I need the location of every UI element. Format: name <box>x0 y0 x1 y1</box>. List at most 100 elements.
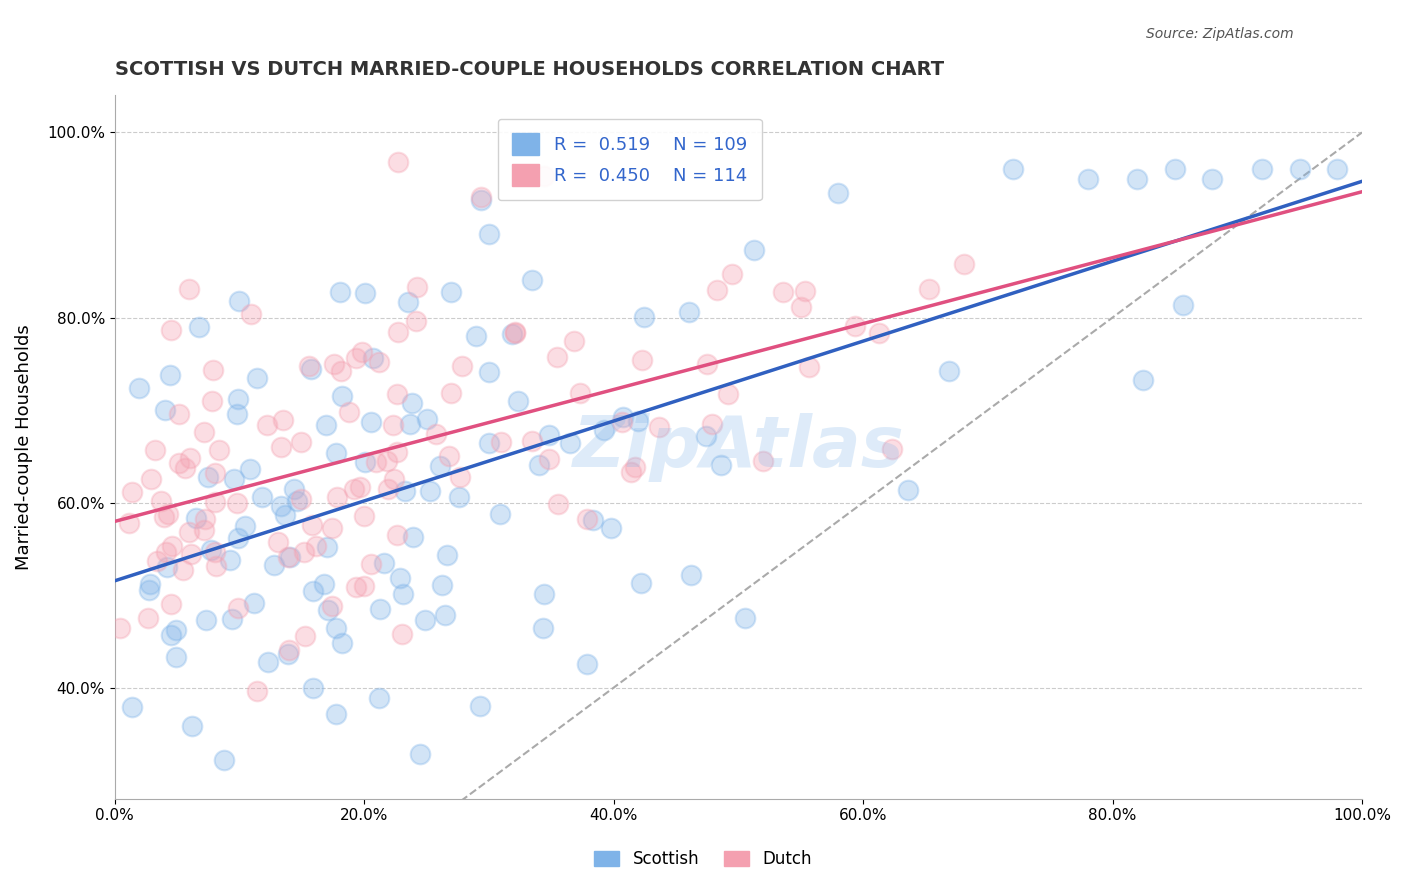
Scottish <box>710 458 733 472</box>
Scottish <box>416 412 439 426</box>
Scottish <box>464 329 486 343</box>
Dutch <box>202 363 225 377</box>
Scottish <box>165 624 187 638</box>
Dutch <box>343 482 366 496</box>
Scottish <box>273 508 295 523</box>
Dutch <box>576 512 599 526</box>
Scottish <box>501 326 523 341</box>
Dutch <box>330 364 353 378</box>
Scottish <box>243 596 266 610</box>
Scottish <box>188 319 211 334</box>
Scottish <box>742 244 765 258</box>
Scottish <box>624 32 647 46</box>
Scottish <box>531 621 554 635</box>
Scottish <box>283 483 305 497</box>
Scottish <box>419 484 441 499</box>
Dutch <box>277 550 299 565</box>
Scottish <box>325 707 347 722</box>
Dutch <box>323 357 346 371</box>
Scottish <box>218 552 240 566</box>
Dutch <box>204 495 226 509</box>
Dutch <box>631 353 654 368</box>
Dutch <box>387 387 409 401</box>
Dutch <box>387 325 409 339</box>
Scottish <box>316 603 339 617</box>
Scottish <box>128 381 150 395</box>
Scottish <box>1288 162 1310 177</box>
Scottish <box>138 583 160 598</box>
Scottish <box>270 499 292 513</box>
Text: Source: ZipAtlas.com: Source: ZipAtlas.com <box>1146 27 1294 41</box>
Scottish <box>449 490 471 504</box>
Dutch <box>292 545 315 559</box>
Scottish <box>734 611 756 625</box>
Scottish <box>156 560 179 574</box>
Scottish <box>612 409 634 424</box>
Scottish <box>1164 162 1187 177</box>
Dutch <box>868 326 890 340</box>
Dutch <box>167 456 190 470</box>
Dutch <box>240 307 263 321</box>
Scottish <box>678 305 700 319</box>
Scottish <box>558 436 581 450</box>
Dutch <box>204 466 226 480</box>
Dutch <box>610 415 633 429</box>
Scottish <box>520 272 543 286</box>
Dutch <box>844 318 866 333</box>
Scottish <box>827 186 849 201</box>
Scottish <box>312 577 335 591</box>
Scottish <box>592 423 614 437</box>
Scottish <box>239 462 262 476</box>
Scottish <box>315 540 337 554</box>
Scottish <box>679 567 702 582</box>
Dutch <box>110 621 132 635</box>
Scottish <box>527 458 550 473</box>
Scottish <box>263 558 285 573</box>
Dutch <box>256 418 278 433</box>
Scottish <box>330 635 353 649</box>
Dutch <box>391 627 413 641</box>
Dutch <box>470 190 492 204</box>
Scottish <box>582 513 605 527</box>
Scottish <box>409 747 432 762</box>
Scottish <box>415 613 437 627</box>
Scottish <box>159 368 181 382</box>
Dutch <box>226 496 249 510</box>
Scottish <box>1326 162 1348 177</box>
Scottish <box>302 681 325 695</box>
Scottish <box>353 454 375 468</box>
Scottish <box>388 571 411 585</box>
Scottish <box>695 429 717 443</box>
Dutch <box>172 563 194 577</box>
Dutch <box>353 579 375 593</box>
Dutch <box>326 490 349 504</box>
Scottish <box>224 472 246 486</box>
Dutch <box>298 359 321 373</box>
Scottish <box>225 407 247 421</box>
Scottish <box>396 294 419 309</box>
Scottish <box>401 396 423 410</box>
Dutch <box>159 597 181 611</box>
Dutch <box>793 284 815 298</box>
Dutch <box>425 426 447 441</box>
Scottish <box>468 698 491 713</box>
Scottish <box>165 649 187 664</box>
Dutch <box>160 323 183 337</box>
Dutch <box>278 643 301 657</box>
Scottish <box>470 193 492 207</box>
Scottish <box>226 392 249 407</box>
Legend: Scottish, Dutch: Scottish, Dutch <box>588 844 818 875</box>
Scottish <box>399 417 422 431</box>
Scottish <box>277 647 299 661</box>
Dutch <box>167 407 190 421</box>
Scottish <box>153 402 176 417</box>
Scottish <box>221 612 243 626</box>
Dutch <box>503 325 526 339</box>
Scottish <box>278 550 301 565</box>
Dutch <box>368 355 391 369</box>
Scottish <box>139 577 162 591</box>
Scottish <box>373 556 395 570</box>
Dutch <box>193 523 215 537</box>
Dutch <box>917 282 939 296</box>
Dutch <box>118 516 141 530</box>
